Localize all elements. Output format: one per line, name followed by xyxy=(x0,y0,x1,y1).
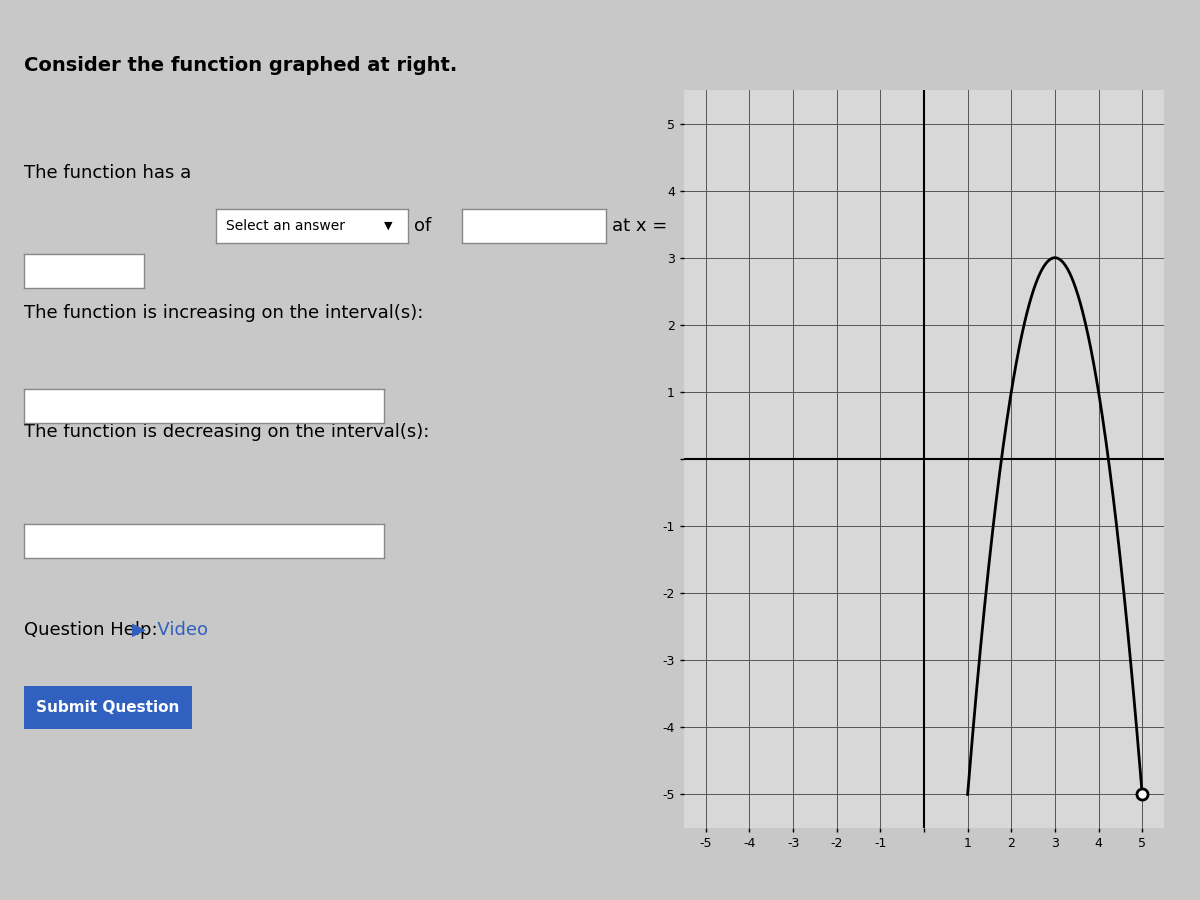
Text: at x =: at x = xyxy=(612,217,667,235)
Text: Select an answer: Select an answer xyxy=(226,219,344,233)
Text: Submit Question: Submit Question xyxy=(36,700,180,715)
Text: ▶  Video: ▶ Video xyxy=(132,621,208,639)
Text: The function is decreasing on the interval(s):: The function is decreasing on the interv… xyxy=(24,423,430,441)
Text: Consider the function graphed at right.: Consider the function graphed at right. xyxy=(24,56,457,75)
Text: The function is increasing on the interval(s):: The function is increasing on the interv… xyxy=(24,304,424,322)
Text: of: of xyxy=(414,217,431,235)
Text: Question Help:: Question Help: xyxy=(24,621,169,639)
Text: The function has a: The function has a xyxy=(24,164,191,182)
Text: ▼: ▼ xyxy=(384,220,392,231)
